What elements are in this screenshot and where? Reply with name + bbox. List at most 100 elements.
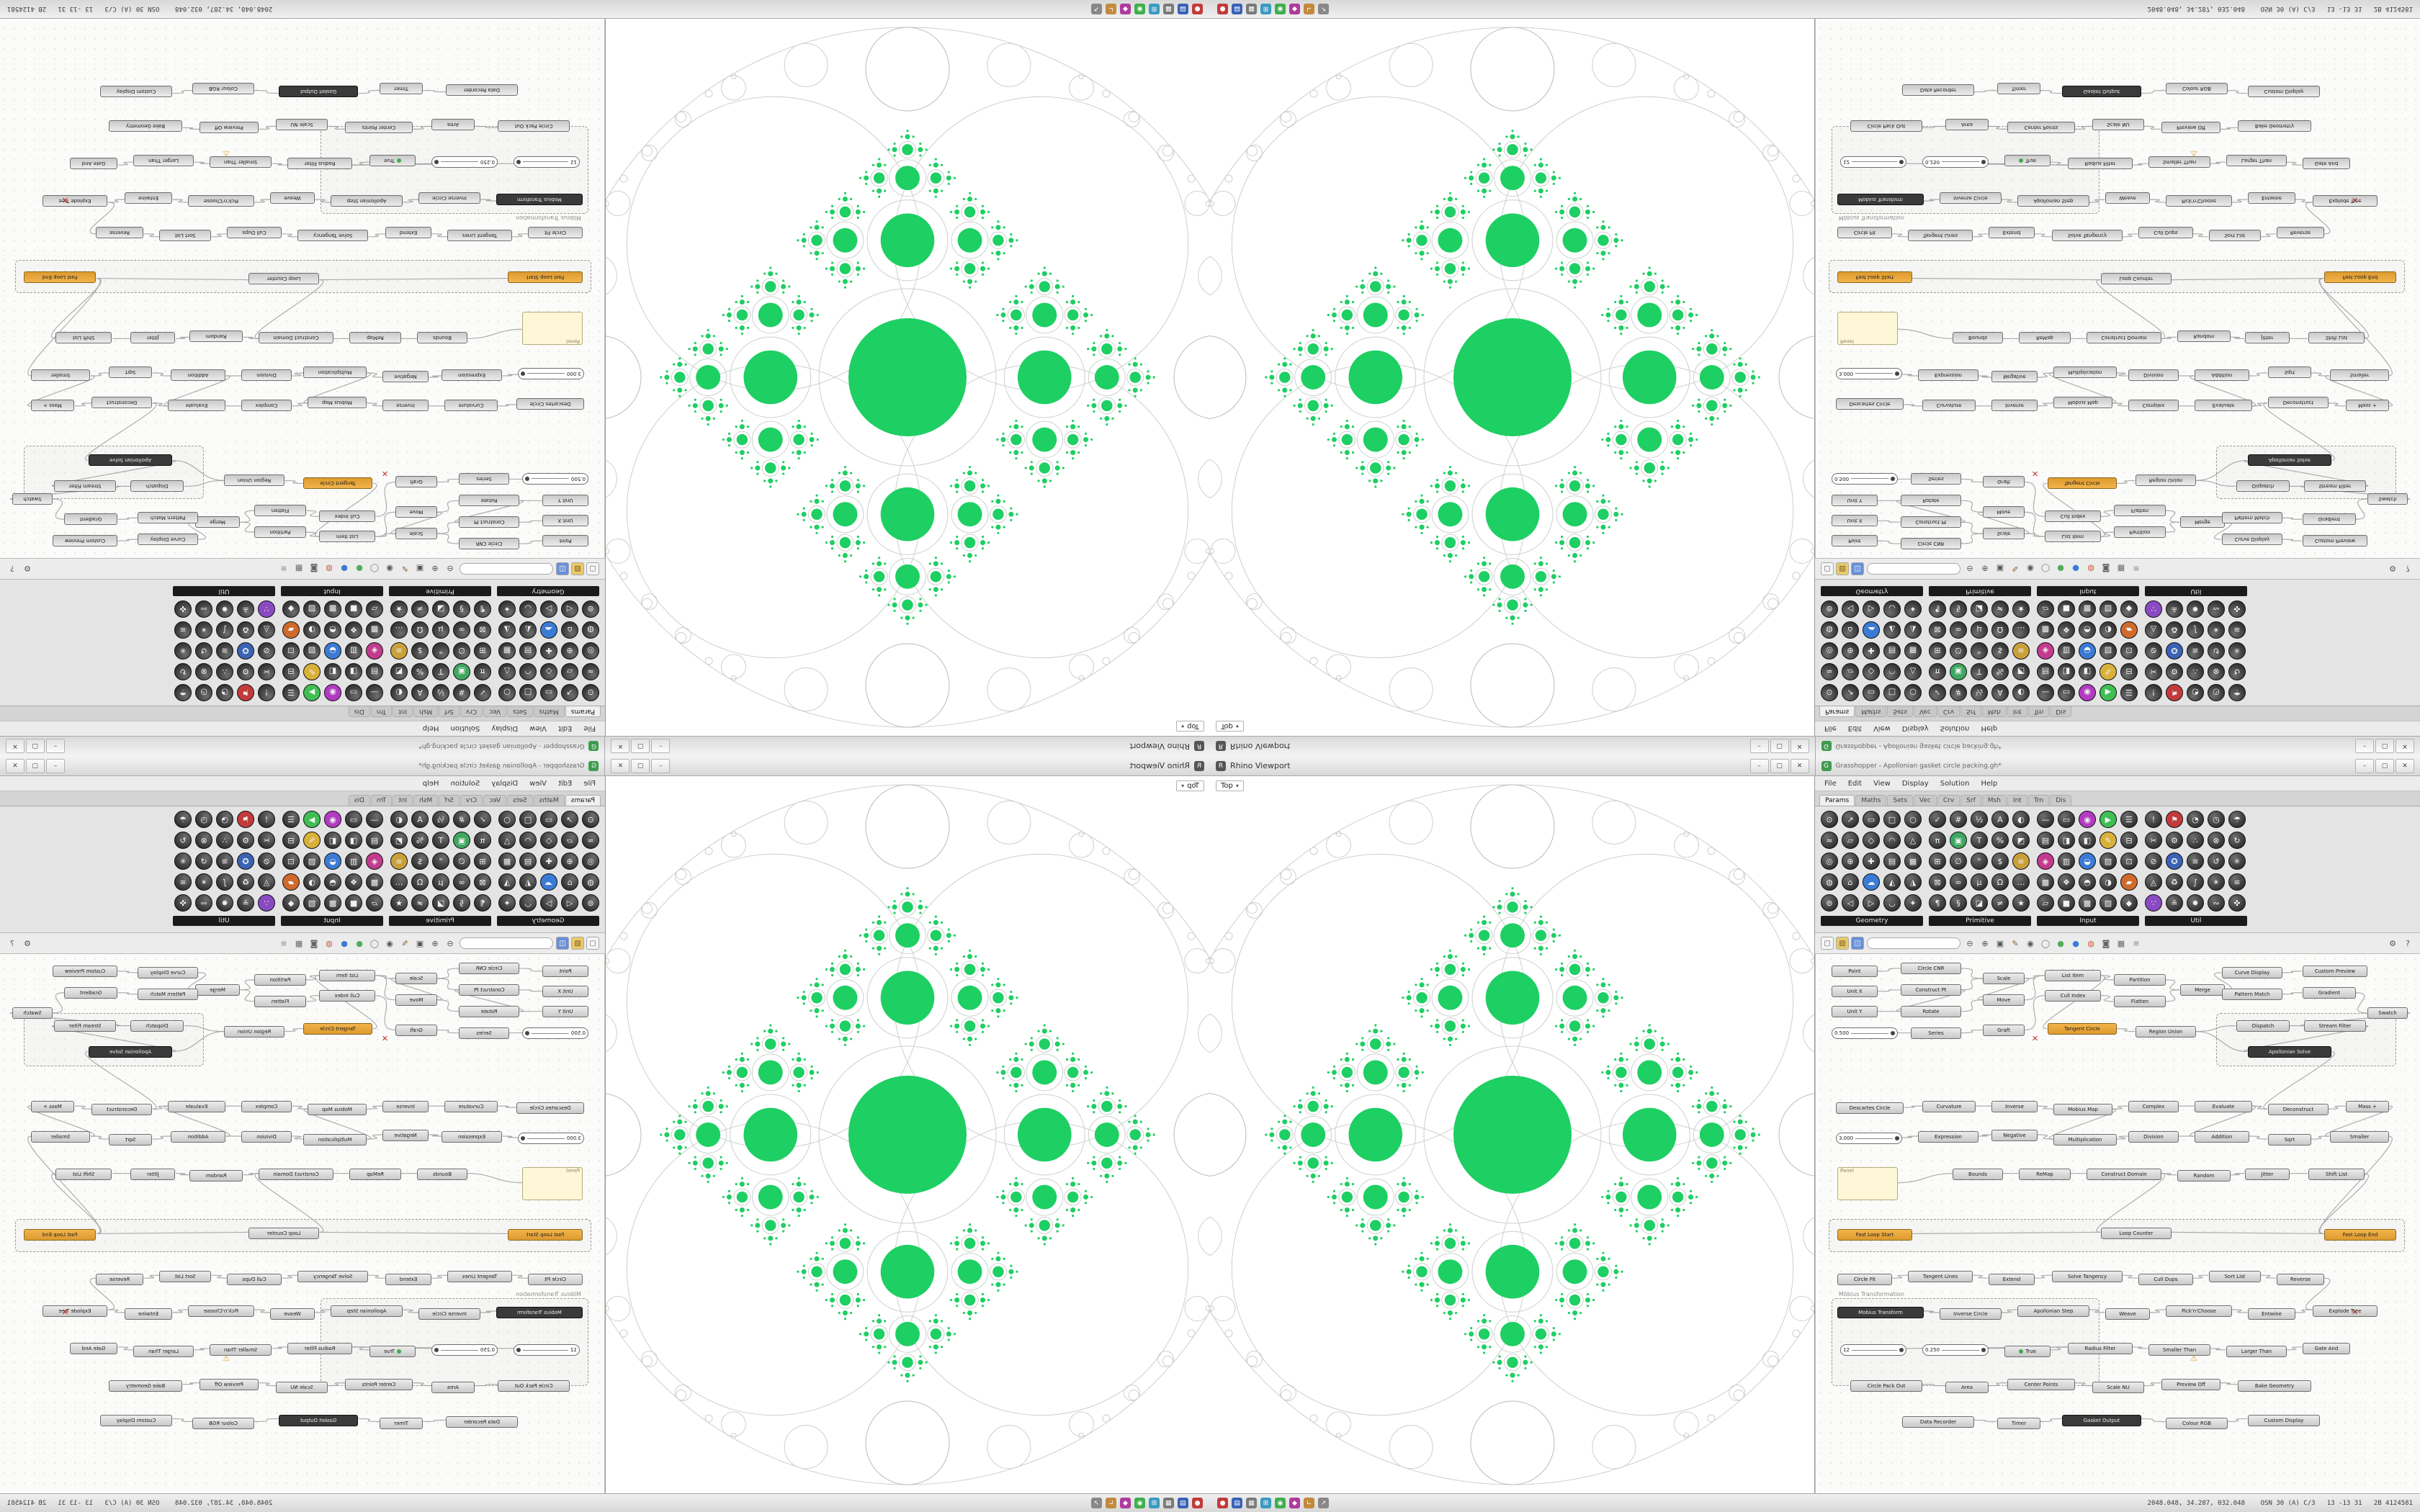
gh-node-random[interactable]: Random	[2177, 330, 2231, 342]
component-icon[interactable]: ▭	[540, 811, 557, 828]
gh-node-inverse[interactable]: Inverse	[382, 1101, 429, 1112]
slider-knob[interactable]	[521, 1136, 525, 1140]
grasshopper-window-titlebar[interactable]: G Grasshopper - Apollonian gasket circle…	[0, 756, 605, 776]
component-icon[interactable]: ▰	[2120, 621, 2138, 639]
component-icon[interactable]: ◈	[366, 852, 383, 870]
menu-view[interactable]: View	[529, 724, 547, 733]
component-icon[interactable]: ▷	[1863, 600, 1880, 618]
maximize-button[interactable]: ▢	[26, 758, 45, 773]
gh-node-series[interactable]: Series	[1911, 473, 1961, 485]
tab-sets[interactable]: Sets	[1887, 795, 1913, 806]
gh-node-construct-pt[interactable]: Construct Pt	[459, 516, 519, 528]
display-mode-icon[interactable]: ▦	[1163, 4, 1174, 14]
gh-node-shift-list[interactable]: Shift List	[55, 1169, 112, 1180]
gh-node-descartes-circle[interactable]: Descartes Circle	[516, 1102, 584, 1114]
component-icon[interactable]: ▧	[303, 852, 321, 870]
component-icon[interactable]: ◐	[2012, 811, 2030, 828]
component-icon[interactable]: ∫	[216, 873, 233, 891]
close-button[interactable]: ✕	[6, 739, 24, 754]
ortho-icon[interactable]: ∟	[1106, 1498, 1116, 1508]
component-icon[interactable]: ◁	[1842, 894, 1859, 912]
gh-node-0-500[interactable]: 0.500	[522, 473, 588, 485]
gh-node-inverse-circle[interactable]: Inverse Circle	[1940, 192, 2002, 204]
viewport-tab[interactable]: Top ▾	[1176, 721, 1204, 732]
gh-node-unit-y[interactable]: Unit Y	[542, 1006, 588, 1017]
gh-node-partition[interactable]: Partition	[254, 974, 306, 986]
rhino-window-titlebar[interactable]: R Rhino Viewport – ▢ ✕	[604, 756, 1210, 776]
component-icon[interactable]: ✦	[498, 600, 516, 618]
component-icon[interactable]: A	[411, 684, 429, 701]
gh-node-gate-and[interactable]: Gate And	[2303, 158, 2350, 169]
gh-node-curvature[interactable]: Curvature	[444, 400, 498, 411]
gh-node-panel[interactable]: Panel	[522, 312, 583, 345]
component-icon[interactable]: T	[432, 663, 449, 680]
gh-node-curve-display[interactable]: Curve Display	[2222, 534, 2282, 545]
gh-node-addition[interactable]: Addition	[171, 1131, 225, 1143]
slider-knob[interactable]	[521, 372, 525, 376]
gh-node-mobius-map[interactable]: Mobius Map	[308, 1104, 367, 1115]
gh-node-cull-dups[interactable]: Cull Dups	[2138, 227, 2193, 238]
gh-node-true[interactable]: True	[369, 155, 416, 166]
gh-node-area[interactable]: Area	[1945, 119, 1989, 130]
component-icon[interactable]: ◔	[216, 811, 233, 828]
gh-node-inverse-circle[interactable]: Inverse Circle	[418, 192, 480, 204]
component-icon[interactable]: ▶	[303, 684, 321, 701]
gumball-icon[interactable]: ◉	[1275, 1498, 1286, 1508]
gh-node-explode-tree[interactable]: Explode Tree	[2313, 1305, 2378, 1317]
component-icon[interactable]: ⌂	[1842, 621, 1859, 639]
gh-node-0-500[interactable]: 0.500	[1832, 473, 1898, 485]
wireframe-preview-icon[interactable]: ◯	[369, 564, 380, 574]
component-icon[interactable]: ◭	[519, 621, 537, 639]
gh-node-reverse[interactable]: Reverse	[2277, 227, 2324, 238]
gh-node-negative[interactable]: Negative	[382, 371, 429, 382]
gh-node-timer[interactable]: Timer	[1997, 1418, 2040, 1429]
component-icon[interactable]: !	[2145, 811, 2162, 828]
gh-node-graft[interactable]: Graft	[1983, 476, 2025, 487]
component-icon[interactable]: ◭	[1883, 621, 1901, 639]
component-icon[interactable]: ▱	[366, 600, 383, 618]
component-icon[interactable]: π	[1929, 663, 1946, 680]
component-icon[interactable]: ★	[2012, 600, 2030, 618]
document-preview-icon[interactable]: ●	[341, 564, 348, 574]
gh-node-negative[interactable]: Negative	[1991, 1130, 2038, 1141]
component-icon[interactable]: ◩	[390, 663, 408, 680]
remote-panel-icon[interactable]: ▦	[295, 938, 303, 948]
gh-node-reverse[interactable]: Reverse	[2277, 1274, 2324, 1285]
component-icon[interactable]: ≠	[411, 894, 429, 912]
component-icon[interactable]: °	[432, 642, 449, 660]
gh-node-construct-domain[interactable]: Construct Domain	[259, 1169, 333, 1180]
component-icon[interactable]: Ω	[1991, 873, 2009, 891]
gh-node-flatten[interactable]: Flatten	[254, 996, 306, 1007]
gh-node-unit-y[interactable]: Unit Y	[1832, 495, 1878, 506]
component-icon[interactable]: ≌	[2228, 621, 2246, 639]
component-icon[interactable]: Ω	[411, 873, 429, 891]
minimize-button[interactable]: –	[1749, 739, 1769, 754]
component-icon[interactable]: ✳	[2228, 642, 2246, 660]
gh-node-merge[interactable]: Merge	[2180, 984, 2225, 996]
gh-node-reverse[interactable]: Reverse	[96, 227, 143, 238]
component-icon[interactable]: ⊟	[282, 663, 300, 680]
gh-node-custom-display[interactable]: Custom Display	[100, 86, 172, 97]
component-icon[interactable]: ◮	[498, 621, 516, 639]
component-icon[interactable]: ▱	[561, 663, 578, 680]
component-icon[interactable]: ⊘	[2145, 852, 2162, 870]
gh-node-scale[interactable]: Scale	[1983, 528, 2025, 539]
component-icon[interactable]: ✜	[2228, 894, 2246, 912]
gh-node-custom-preview[interactable]: Custom Preview	[53, 966, 117, 977]
component-icon[interactable]: ◎	[1821, 642, 1838, 660]
zoom-out-icon[interactable]: ⊖	[447, 564, 454, 574]
gh-node-stream-filter[interactable]: Stream Filter	[2304, 1020, 2366, 1032]
component-icon[interactable]: ◆	[2120, 600, 2138, 618]
gh-node-curvature[interactable]: Curvature	[444, 1101, 498, 1112]
gh-node-curvature[interactable]: Curvature	[1922, 1101, 1976, 1112]
zoom-extents-icon[interactable]: ▣	[416, 564, 424, 574]
tab-dis[interactable]: Dis	[2050, 795, 2072, 806]
viewport-tab[interactable]: Top ▾	[1216, 721, 1244, 732]
component-icon[interactable]: ◭	[519, 873, 537, 891]
component-icon[interactable]: ◡	[1883, 600, 1901, 618]
component-icon[interactable]: …	[2012, 873, 2030, 891]
component-icon[interactable]: ∞	[1950, 873, 1967, 891]
gh-node-scale-nu[interactable]: Scale NU	[2092, 119, 2144, 130]
tab-crv[interactable]: Crv	[460, 706, 483, 717]
gh-node-smaller[interactable]: Smaller	[2330, 1131, 2389, 1143]
